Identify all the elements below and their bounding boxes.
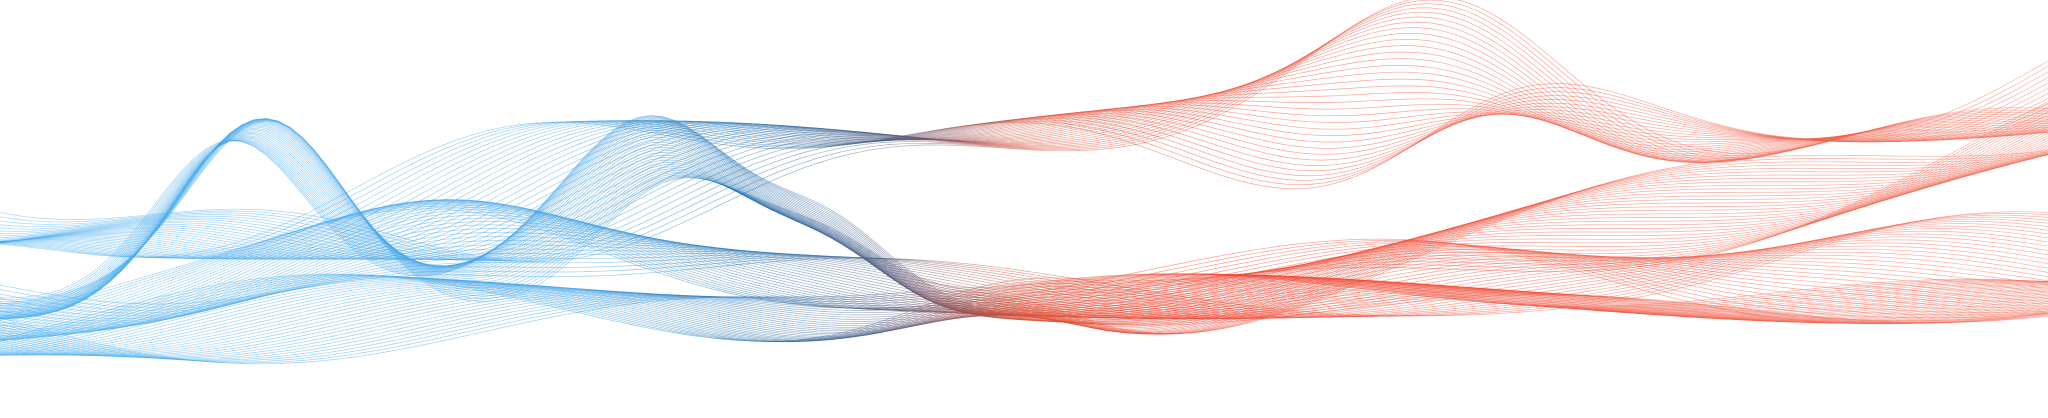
wave-strand [0,108,2048,347]
wave-strand [0,130,2048,356]
wave-strand [0,60,2048,258]
wave-strand [0,71,2048,259]
wave-strand [0,154,2048,359]
wave-strand [0,146,2048,356]
wave-strand [0,132,2048,356]
wave-strand [0,98,2048,260]
wave-strand [0,211,2048,339]
wave-strand [0,137,2048,356]
wave-strand [0,154,2048,360]
wave-strand [0,118,2048,315]
wave-strand [0,122,2048,354]
wave-strand [0,225,2048,324]
wave-strand [0,101,2048,342]
wave-strand [0,116,2048,351]
wave-strand [0,32,2048,261]
wave-strand [0,153,2048,361]
wave-strand [0,105,2048,260]
wave-strand [0,140,2048,356]
wave-strand [0,120,2048,307]
wave-strand [0,104,2048,260]
wave-strand [0,127,2048,355]
wave-strand [0,152,2048,363]
wave-strand [0,201,2048,341]
wave-strand [0,144,2048,356]
wave-strand [0,106,2048,345]
wave-strand [0,208,2048,325]
wave-strand [0,214,2048,317]
wave-mesh [0,0,2048,365]
wave-strand [0,154,2048,358]
wave-strand [0,92,2048,260]
wave-strand [0,119,2048,353]
wave-strand [0,127,2048,324]
wave-strand [0,135,2048,356]
wave-strand [0,103,2048,343]
wave-strand [0,153,2048,362]
wave-strand [0,150,2048,365]
wave-strand [0,130,2048,324]
wave-strand [0,119,2048,317]
wave-strand [0,147,2048,356]
wave-strand [0,121,2048,319]
wave-strand [0,77,2048,259]
wave-strand [0,111,2048,348]
wave-strand [0,154,2048,360]
wave-strand [0,124,2048,355]
wave-strand [0,0,2048,262]
wave-strand [0,218,2048,318]
wave-strand [0,142,2048,356]
wave-strand [0,206,2048,322]
wave-strand [0,66,2048,258]
wave-strand [0,216,2048,318]
wave-strand [0,11,2048,261]
wave-strand [0,211,2048,317]
wave-strand [0,223,2048,322]
wave-strand [0,45,2048,260]
wave-strand [0,114,2048,350]
wave-strand [0,151,2048,364]
